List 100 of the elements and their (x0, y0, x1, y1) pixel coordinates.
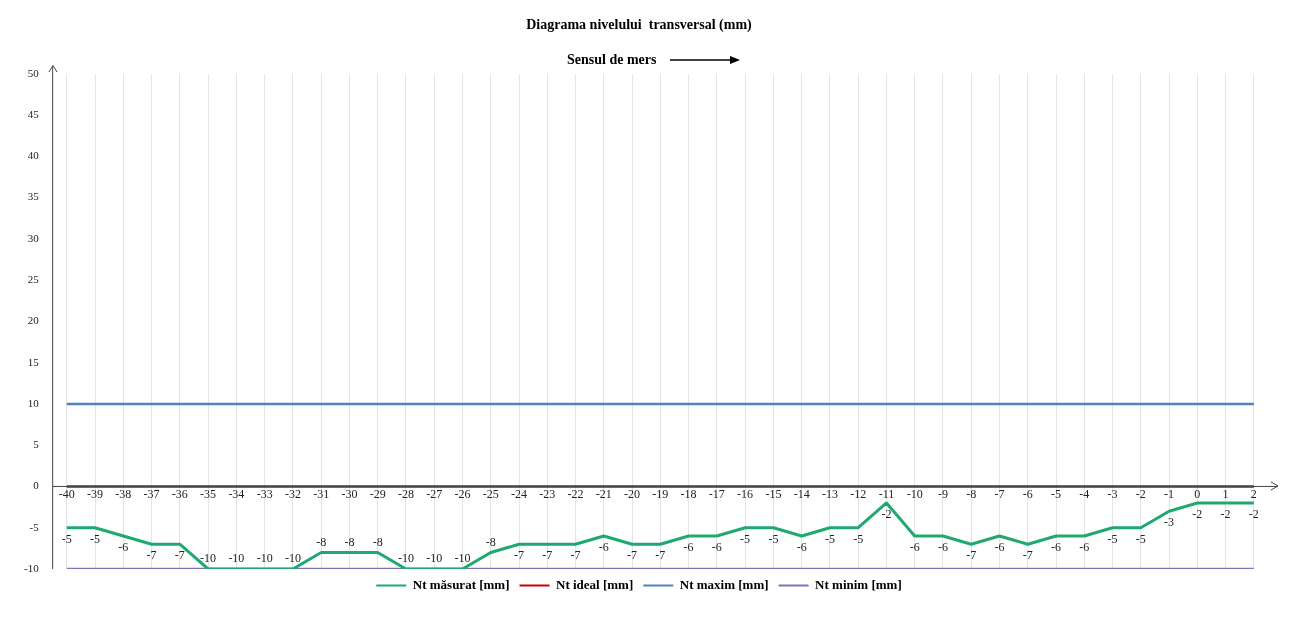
x-tick-label: -15 (765, 486, 782, 501)
x-tick-label: -2 (1135, 486, 1146, 501)
x-tick-label: -20 (624, 486, 641, 501)
data-label: -3 (1164, 515, 1175, 530)
data-label: -7 (966, 548, 977, 563)
x-tick-label: -28 (397, 486, 414, 501)
x-tick-label: -26 (454, 486, 471, 501)
legend-label: Nt ideal [mm] (556, 576, 634, 592)
y-tick-label: -5 (29, 520, 40, 533)
x-tick-label: -5 (1051, 486, 1062, 501)
x-tick-label: -14 (793, 486, 810, 501)
y-tick-label: 10 (27, 396, 40, 409)
data-label: -2 (1192, 507, 1203, 522)
x-tick-label: -29 (369, 486, 386, 501)
y-tick-label: 45 (27, 107, 40, 120)
data-label: -5 (768, 531, 779, 546)
x-tick-label: -13 (821, 486, 838, 501)
data-label: -5 (90, 531, 101, 546)
data-label: -7 (627, 548, 638, 563)
data-label: -6 (118, 540, 129, 555)
data-label: -8 (485, 534, 496, 549)
x-tick-label: -33 (256, 486, 273, 501)
y-tick-label: 15 (27, 355, 40, 368)
legend-label: Nt maxim [mm] (679, 576, 769, 592)
x-tick-label: -6 (1022, 486, 1033, 501)
x-tick-label: -37 (143, 486, 160, 501)
x-tick-label: -39 (87, 486, 104, 501)
y-tick-label: -10 (23, 561, 40, 574)
data-label: -6 (683, 540, 694, 555)
x-tick-label: -25 (482, 486, 499, 501)
data-label: -2 (881, 507, 892, 522)
x-tick-label: -12 (850, 486, 867, 501)
x-tick-label: 2 (1250, 486, 1257, 501)
data-label: -2 (1248, 507, 1259, 522)
data-label: -6 (711, 540, 722, 555)
x-tick-label: -16 (737, 486, 754, 501)
data-label: -6 (1051, 540, 1062, 555)
y-tick-label: 50 (27, 66, 40, 79)
data-label: -7 (146, 548, 157, 563)
x-tick-label: -32 (284, 486, 301, 501)
data-label: -10 (454, 551, 471, 566)
y-tick-label: 40 (27, 149, 40, 162)
x-tick-label: -23 (539, 486, 556, 501)
x-tick-label: -10 (906, 486, 923, 501)
data-label: -7 (1022, 548, 1033, 563)
x-tick-label: -22 (567, 486, 584, 501)
data-label: -5 (740, 531, 751, 546)
data-label: -5 (61, 531, 72, 546)
y-tick-label: 25 (27, 273, 40, 286)
data-label: -7 (514, 548, 525, 563)
x-tick-label: -35 (200, 486, 217, 501)
data-label: -7 (655, 548, 666, 563)
x-tick-label: -36 (171, 486, 188, 501)
x-tick-label: -21 (595, 486, 612, 501)
x-tick-label: -18 (680, 486, 697, 501)
x-tick-label: -7 (994, 486, 1005, 501)
x-tick-label: -38 (115, 486, 132, 501)
data-label: -7 (542, 548, 553, 563)
data-label: -6 (937, 540, 948, 555)
data-label: -7 (570, 548, 581, 563)
x-tick-label: -11 (878, 486, 895, 501)
data-label: -5 (1135, 531, 1146, 546)
data-label: -6 (796, 540, 807, 555)
legend-label: Nt măsurat [mm] (412, 576, 510, 592)
data-label: -5 (1107, 531, 1118, 546)
data-label: -6 (994, 540, 1005, 555)
data-label: -6 (598, 540, 609, 555)
data-label: -2 (1220, 507, 1231, 522)
x-tick-label: -34 (228, 486, 245, 501)
x-tick-label: -1 (1164, 486, 1175, 501)
x-tick-label: -19 (652, 486, 669, 501)
data-label: -6 (1079, 540, 1090, 555)
x-tick-label: 1 (1222, 486, 1229, 501)
x-tick-label: 0 (1194, 486, 1201, 501)
y-tick-label: 30 (27, 231, 40, 244)
data-label: -10 (284, 551, 301, 566)
data-label: -8 (316, 534, 327, 549)
chart-title: Diagrama nivelului transversal (mm) (526, 17, 753, 34)
y-tick-label: 5 (33, 438, 40, 451)
x-tick-label: -17 (708, 486, 725, 501)
data-label: -5 (824, 531, 835, 546)
data-label: -10 (228, 551, 245, 566)
data-label: -7 (174, 548, 185, 563)
text: Sensul de mers (567, 52, 657, 68)
x-tick-label: -31 (313, 486, 330, 501)
legend-label: Nt minim [mm] (815, 576, 902, 592)
x-tick-label: -4 (1079, 486, 1090, 501)
y-tick-label: 35 (27, 190, 40, 203)
x-tick-label: -9 (937, 486, 948, 501)
data-label: -10 (200, 551, 217, 566)
y-tick-label: 20 (27, 314, 40, 327)
x-tick-label: -24 (511, 486, 528, 501)
data-label: -8 (344, 534, 355, 549)
x-tick-label: -27 (426, 486, 443, 501)
x-tick-label: -30 (341, 486, 358, 501)
data-label: -8 (372, 534, 383, 549)
data-label: -10 (256, 551, 273, 566)
data-label: -5 (853, 531, 864, 546)
data-label: -10 (397, 551, 414, 566)
x-tick-label: -8 (966, 486, 977, 501)
